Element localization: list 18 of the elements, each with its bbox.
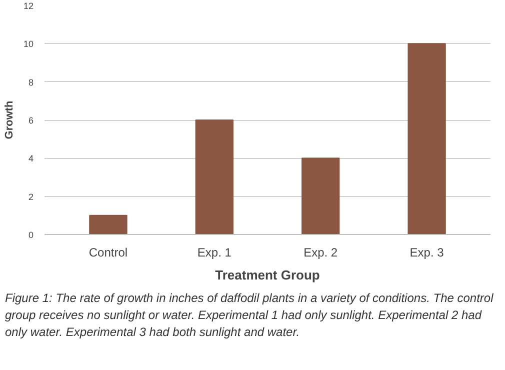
x-tick-label: Exp. 2 — [304, 246, 338, 260]
caption: Figure 1: The rate of growth in inches of daffodil plants in a variety of conditions. The control group receives no sunlight or water. Experimental 1 had only sunlight. Experimental 2 had only water. Experimental 3 had both sunlight and water. — [5, 291, 494, 340]
bar — [408, 43, 446, 234]
y-tick-label: 8 — [28, 77, 34, 88]
bar — [195, 120, 234, 234]
x-axis-title: Treatment Group — [215, 268, 320, 282]
x-tick-label: Control — [88, 246, 128, 260]
y-tick-label: 0 — [28, 230, 34, 240]
bar — [89, 214, 128, 234]
y-tick-label: 12 — [23, 1, 34, 11]
y-tick-label: 2 — [28, 192, 34, 202]
y-tick-label: 4 — [28, 154, 34, 164]
x-tick-label: Exp. 3 — [410, 246, 444, 260]
y-tick-label: 6 — [28, 116, 34, 126]
x-tick-label: Exp. 1 — [197, 246, 232, 260]
y-axis-title: Growth — [3, 100, 16, 140]
y-tick-label: 10 — [23, 39, 34, 50]
bar — [302, 158, 340, 234]
